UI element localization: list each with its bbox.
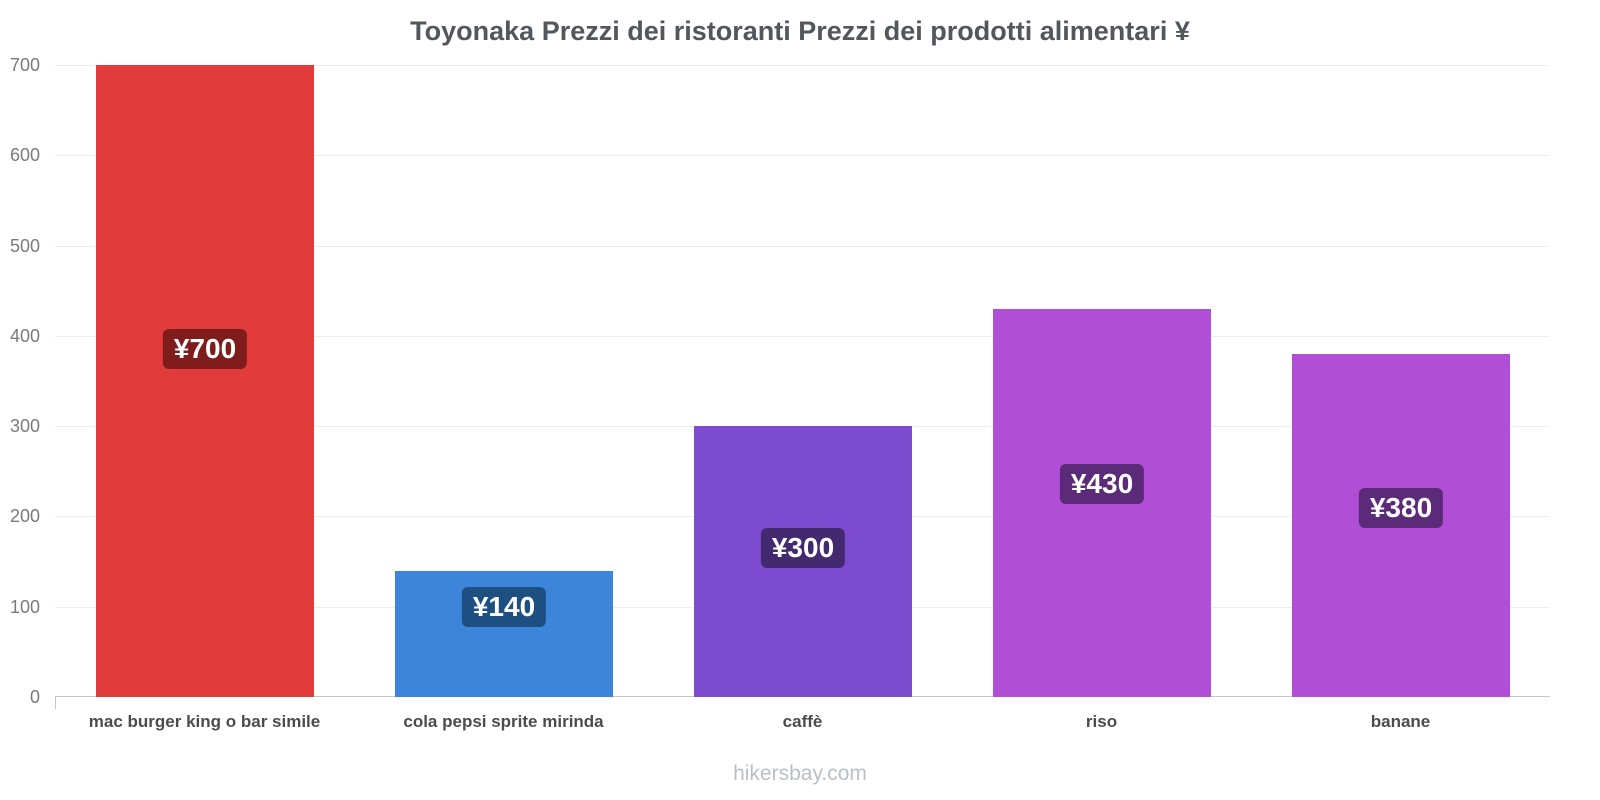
y-tick-label: 0 (29, 687, 40, 707)
bar-value-label: ¥430 (1059, 464, 1145, 504)
grid-line (55, 65, 1550, 66)
x-category-label: riso (1085, 712, 1118, 731)
watermark: hikersbay.com (733, 762, 867, 785)
bar-3: ¥300 (694, 426, 912, 697)
x-category-label: caffè (782, 712, 823, 731)
chart-title: Toyonaka Prezzi dei ristoranti Prezzi de… (410, 16, 1190, 46)
grid-line (55, 335, 1550, 337)
bar-value-label: ¥300 (760, 528, 846, 568)
grid-line (55, 155, 1550, 157)
bar-4: ¥430 (993, 309, 1211, 697)
y-tick-label: 300 (9, 416, 40, 437)
plot-area: ¥700 ¥140 ¥300 ¥430 ¥380 (55, 65, 1550, 697)
y-tick-label: 200 (9, 506, 40, 527)
bar-value-label: ¥140 (461, 587, 547, 627)
x-axis-tick (55, 697, 56, 709)
y-tick-label: 600 (9, 145, 40, 166)
bar-2: ¥140 (395, 571, 613, 697)
x-category-label: banane (1370, 712, 1431, 731)
bar-5: ¥380 (1292, 354, 1510, 697)
x-axis-labels: mac burger king o bar simile cola pepsi s… (55, 712, 1550, 742)
x-category-label: mac burger king o bar simile (88, 712, 321, 731)
y-tick-label: 400 (9, 325, 40, 346)
y-tick-label: 500 (9, 235, 40, 256)
bar-value-label: ¥380 (1358, 488, 1444, 528)
grid-line (55, 245, 1550, 247)
y-axis-labels: 0 100 200 300 400 500 600 700 (0, 55, 40, 707)
y-tick-label: 100 (9, 596, 40, 617)
bar-value-label: ¥700 (162, 329, 248, 369)
y-tick-label: 700 (9, 55, 40, 75)
bar-1: ¥700 (96, 65, 314, 697)
x-category-label: cola pepsi sprite mirinda (403, 712, 604, 731)
